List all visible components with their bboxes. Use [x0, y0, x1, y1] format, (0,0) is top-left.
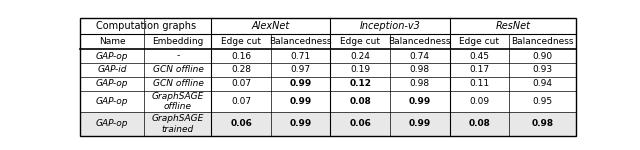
Text: Edge cut: Edge cut	[340, 37, 380, 46]
Bar	[80, 112, 576, 136]
Text: ResNet: ResNet	[495, 21, 531, 31]
Text: Balancedness: Balancedness	[511, 37, 574, 46]
Text: 0.07: 0.07	[231, 97, 252, 106]
Text: GAP-id: GAP-id	[97, 65, 127, 74]
Text: GraphSAGE
offline: GraphSAGE offline	[152, 92, 204, 111]
Text: 0.06: 0.06	[349, 119, 371, 128]
Text: Computation graphs: Computation graphs	[95, 21, 196, 31]
Text: 0.28: 0.28	[231, 65, 252, 74]
Text: GAP-op: GAP-op	[96, 79, 129, 88]
Text: 0.12: 0.12	[349, 79, 371, 88]
Text: -: -	[177, 52, 180, 61]
Text: 0.45: 0.45	[469, 52, 489, 61]
Text: 0.09: 0.09	[469, 97, 490, 106]
Text: GAP-op: GAP-op	[96, 97, 129, 106]
Text: Balancedness: Balancedness	[269, 37, 332, 46]
Text: 0.98: 0.98	[531, 119, 554, 128]
Text: Embedding: Embedding	[152, 37, 204, 46]
Text: GCN offline: GCN offline	[152, 79, 204, 88]
Text: 0.99: 0.99	[408, 97, 431, 106]
Text: 0.99: 0.99	[289, 119, 312, 128]
Text: Edge cut: Edge cut	[221, 37, 261, 46]
Text: 0.08: 0.08	[468, 119, 490, 128]
Text: 0.99: 0.99	[289, 79, 312, 88]
Text: 0.98: 0.98	[410, 65, 430, 74]
Text: Name: Name	[99, 37, 125, 46]
Text: 0.99: 0.99	[408, 119, 431, 128]
Text: GCN offline: GCN offline	[152, 65, 204, 74]
Text: 0.98: 0.98	[410, 79, 430, 88]
Text: GAP-op: GAP-op	[96, 52, 129, 61]
Text: 0.24: 0.24	[350, 52, 370, 61]
Text: 0.16: 0.16	[231, 52, 252, 61]
Text: 0.19: 0.19	[350, 65, 371, 74]
Text: 0.97: 0.97	[291, 65, 311, 74]
Text: 0.08: 0.08	[349, 97, 371, 106]
Text: GAP-op: GAP-op	[96, 119, 129, 128]
Text: 0.95: 0.95	[532, 97, 552, 106]
Text: Balancedness: Balancedness	[388, 37, 451, 46]
Text: Edge cut: Edge cut	[460, 37, 499, 46]
Text: GraphSAGE
trained: GraphSAGE trained	[152, 114, 204, 134]
Text: 0.93: 0.93	[532, 65, 552, 74]
Text: AlexNet: AlexNet	[252, 21, 290, 31]
Text: 0.71: 0.71	[291, 52, 311, 61]
Text: 0.99: 0.99	[289, 97, 312, 106]
Text: 0.17: 0.17	[469, 65, 490, 74]
Text: 0.06: 0.06	[230, 119, 252, 128]
Text: 0.11: 0.11	[469, 79, 490, 88]
Text: 0.90: 0.90	[532, 52, 552, 61]
Text: Inception-v3: Inception-v3	[360, 21, 420, 31]
Text: 0.07: 0.07	[231, 79, 252, 88]
Text: 0.74: 0.74	[410, 52, 430, 61]
Text: 0.94: 0.94	[532, 79, 552, 88]
